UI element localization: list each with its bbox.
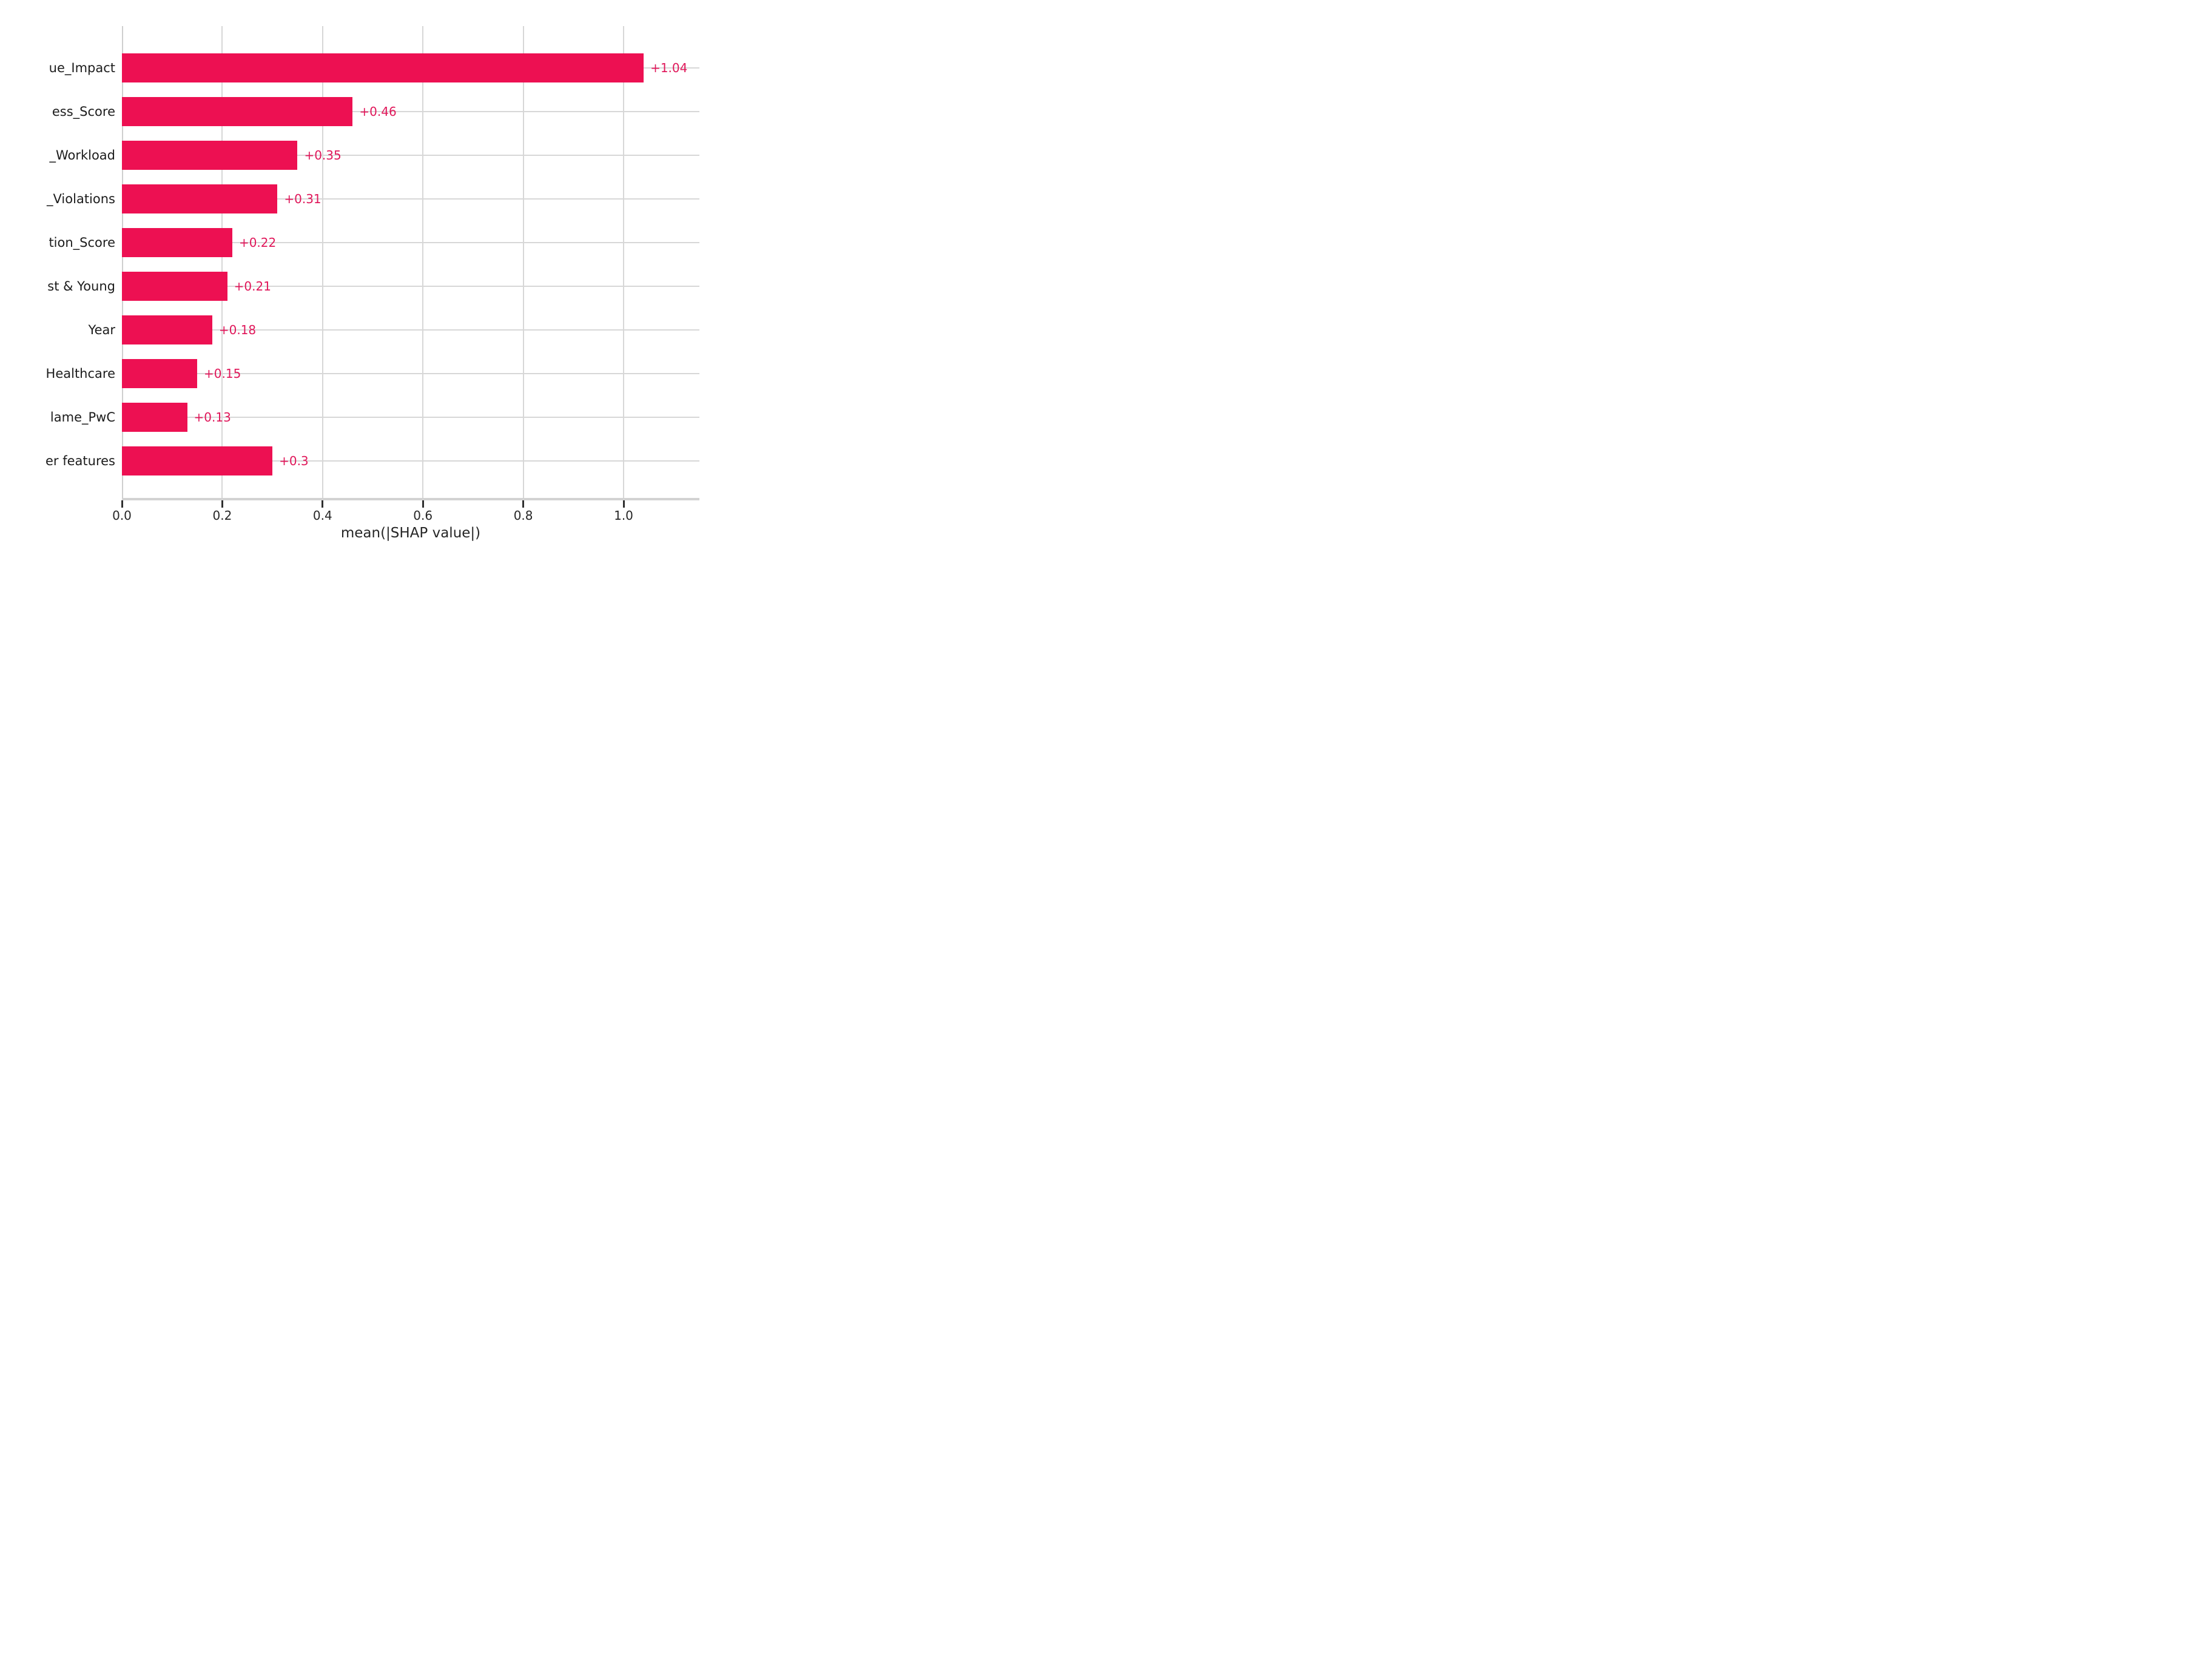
y-axis-label: ue_Impact: [49, 61, 115, 75]
y-axis-label: Year: [88, 323, 115, 337]
row-gridline: [122, 111, 699, 112]
vertical-gridline: [321, 26, 323, 498]
plot-area: +1.04 +0.46 +0.35 +0.31 +0.22 +0.21 +0.18 +0.15…: [122, 26, 699, 500]
x-tick-label: 0.4: [312, 508, 332, 523]
y-axis-label: lame_PwC: [50, 410, 115, 425]
x-tick-mark: [321, 500, 324, 508]
vertical-gridline: [623, 26, 624, 498]
bar-value-label: +0.35: [304, 148, 342, 163]
bar: [122, 228, 232, 257]
bar-value-label: +0.46: [359, 104, 397, 119]
vertical-gridline: [221, 26, 223, 498]
bar: [122, 446, 273, 475]
bar: [122, 403, 187, 432]
shap-bar-chart: +1.04 +0.46 +0.35 +0.31 +0.22 +0.21 +0.18 +0.15…: [0, 0, 730, 560]
x-axis-title: mean(|SHAP value|): [340, 525, 481, 541]
bar-value-label: +0.18: [218, 323, 257, 337]
left-axis-spine: [122, 26, 123, 499]
y-axis-label: Healthcare: [45, 366, 115, 381]
row-gridline: [122, 373, 699, 374]
y-axis-label: tion_Score: [49, 235, 115, 250]
row-gridline: [122, 242, 699, 243]
bar-value-label: +0.15: [204, 366, 241, 381]
bar: [122, 359, 198, 388]
vertical-gridline: [522, 26, 524, 498]
x-tick-label: 0.0: [112, 508, 132, 523]
bar: [122, 53, 644, 82]
bar: [122, 315, 212, 344]
x-tick-label: 0.2: [212, 508, 232, 523]
y-axis-label: er features: [45, 454, 115, 468]
bar-value-label: +0.21: [234, 279, 271, 294]
y-axis-label: _Violations: [47, 192, 115, 206]
bar-value-label: +0.22: [238, 235, 277, 250]
bar: [122, 184, 278, 213]
row-gridline: [122, 329, 699, 331]
row-gridline: [122, 460, 699, 462]
bar-value-label: +0.3: [279, 454, 309, 468]
bar: [122, 141, 298, 170]
x-tick-mark: [121, 500, 123, 508]
x-tick-mark: [422, 500, 424, 508]
row-gridline: [122, 155, 699, 156]
x-tick-label: 1.0: [614, 508, 633, 523]
y-axis-label: st & Young: [47, 279, 115, 294]
bottom-axis-spine: [122, 498, 699, 500]
x-tick-mark: [522, 500, 525, 508]
vertical-gridline: [422, 26, 424, 498]
bar: [122, 272, 227, 301]
x-tick-mark: [221, 500, 223, 508]
bar: [122, 97, 353, 126]
y-axis-label: _Workload: [49, 148, 115, 163]
x-tick-label: 0.6: [413, 508, 433, 523]
bar-value-label: +1.04: [650, 61, 688, 75]
y-axis-label: ess_Score: [52, 104, 115, 119]
bar-value-label: +0.31: [284, 192, 321, 206]
row-gridline: [122, 417, 699, 418]
x-tick-mark: [622, 500, 625, 508]
x-tick-label: 0.8: [513, 508, 533, 523]
row-gridline: [122, 286, 699, 287]
row-gridline: [122, 198, 699, 200]
bar-value-label: +0.13: [194, 410, 231, 425]
